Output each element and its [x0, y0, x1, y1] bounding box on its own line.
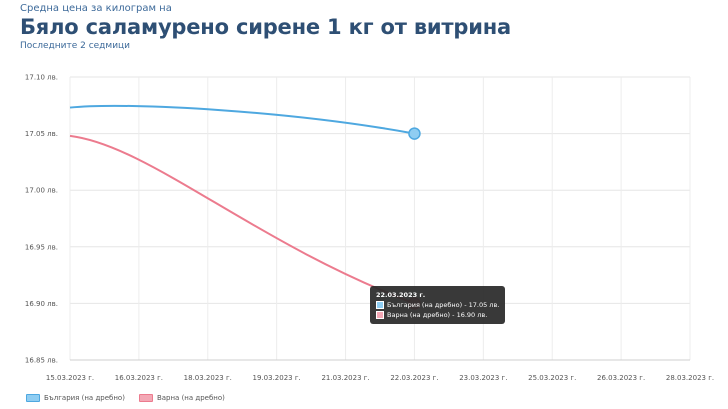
x-tick-label: 26.03.2023 г.: [597, 374, 645, 382]
x-tick-label: 25.03.2023 г.: [528, 374, 576, 382]
chart-subtitle-top: Средна цена за килограм на: [20, 3, 172, 14]
chart-subtitle: Последните 2 седмици: [20, 41, 131, 51]
legend-label-varna: Варна (на дребно): [156, 394, 225, 402]
legend-item-bulgaria[interactable]: България (на дребно): [26, 394, 125, 402]
x-tick-label: 21.03.2023 г.: [321, 374, 369, 382]
tooltip-text-bulgaria: България (на дребно) - 17.05 лв.: [387, 301, 500, 309]
y-tick-label: 17.05 лв.: [25, 130, 58, 138]
x-tick-label: 15.03.2023 г.: [46, 374, 94, 382]
legend-swatch-varna: [138, 394, 153, 402]
legend-swatch-bulgaria: [26, 394, 40, 402]
y-tick-label: 16.90 лв.: [25, 300, 58, 308]
chart-tooltip: 22.03.2023 г. България (на дребно) - 17.…: [370, 286, 506, 324]
y-tick-label: 16.95 лв.: [25, 243, 58, 251]
legend-item-varna[interactable]: Варна (на дребно): [138, 394, 225, 402]
chart-legend: България (на дребно) Варна (на дребно): [26, 394, 225, 402]
tooltip-text-varna: Варна (на дребно) - 16.90 лв.: [387, 311, 488, 319]
series-point-0: [408, 127, 421, 140]
x-tick-label: 18.03.2023 г.: [184, 374, 232, 382]
x-tick-label: 22.03.2023 г.: [390, 374, 438, 382]
x-tick-label: 19.03.2023 г.: [253, 374, 301, 382]
tooltip-swatch-bulgaria: [376, 301, 384, 309]
y-tick-label: 17.00 лв.: [25, 187, 58, 195]
tooltip-title: 22.03.2023 г.: [376, 291, 426, 299]
tooltip-row: Варна (на дребно) - 16.90 лв.: [376, 310, 499, 320]
y-tick-label: 17.10 лв.: [25, 74, 58, 82]
y-tick-label: 16.85 лв.: [25, 357, 58, 365]
tooltip-row: България (на дребно) - 17.05 лв.: [376, 300, 499, 310]
chart-header: Средна цена за килограм на Бяло саламуре…: [20, 3, 511, 52]
legend-label-bulgaria: България (на дребно): [44, 394, 125, 402]
series-line-0: [69, 104, 415, 135]
chart-title: Бяло саламурено сирене 1 кг от витрина: [20, 15, 512, 39]
x-tick-label: 23.03.2023 г.: [459, 374, 507, 382]
x-tick-label: 16.03.2023 г.: [115, 374, 163, 382]
tooltip-swatch-varna: [376, 311, 384, 319]
series-line-1: [69, 134, 415, 305]
x-tick-label: 28.03.2023 г.: [666, 374, 714, 382]
